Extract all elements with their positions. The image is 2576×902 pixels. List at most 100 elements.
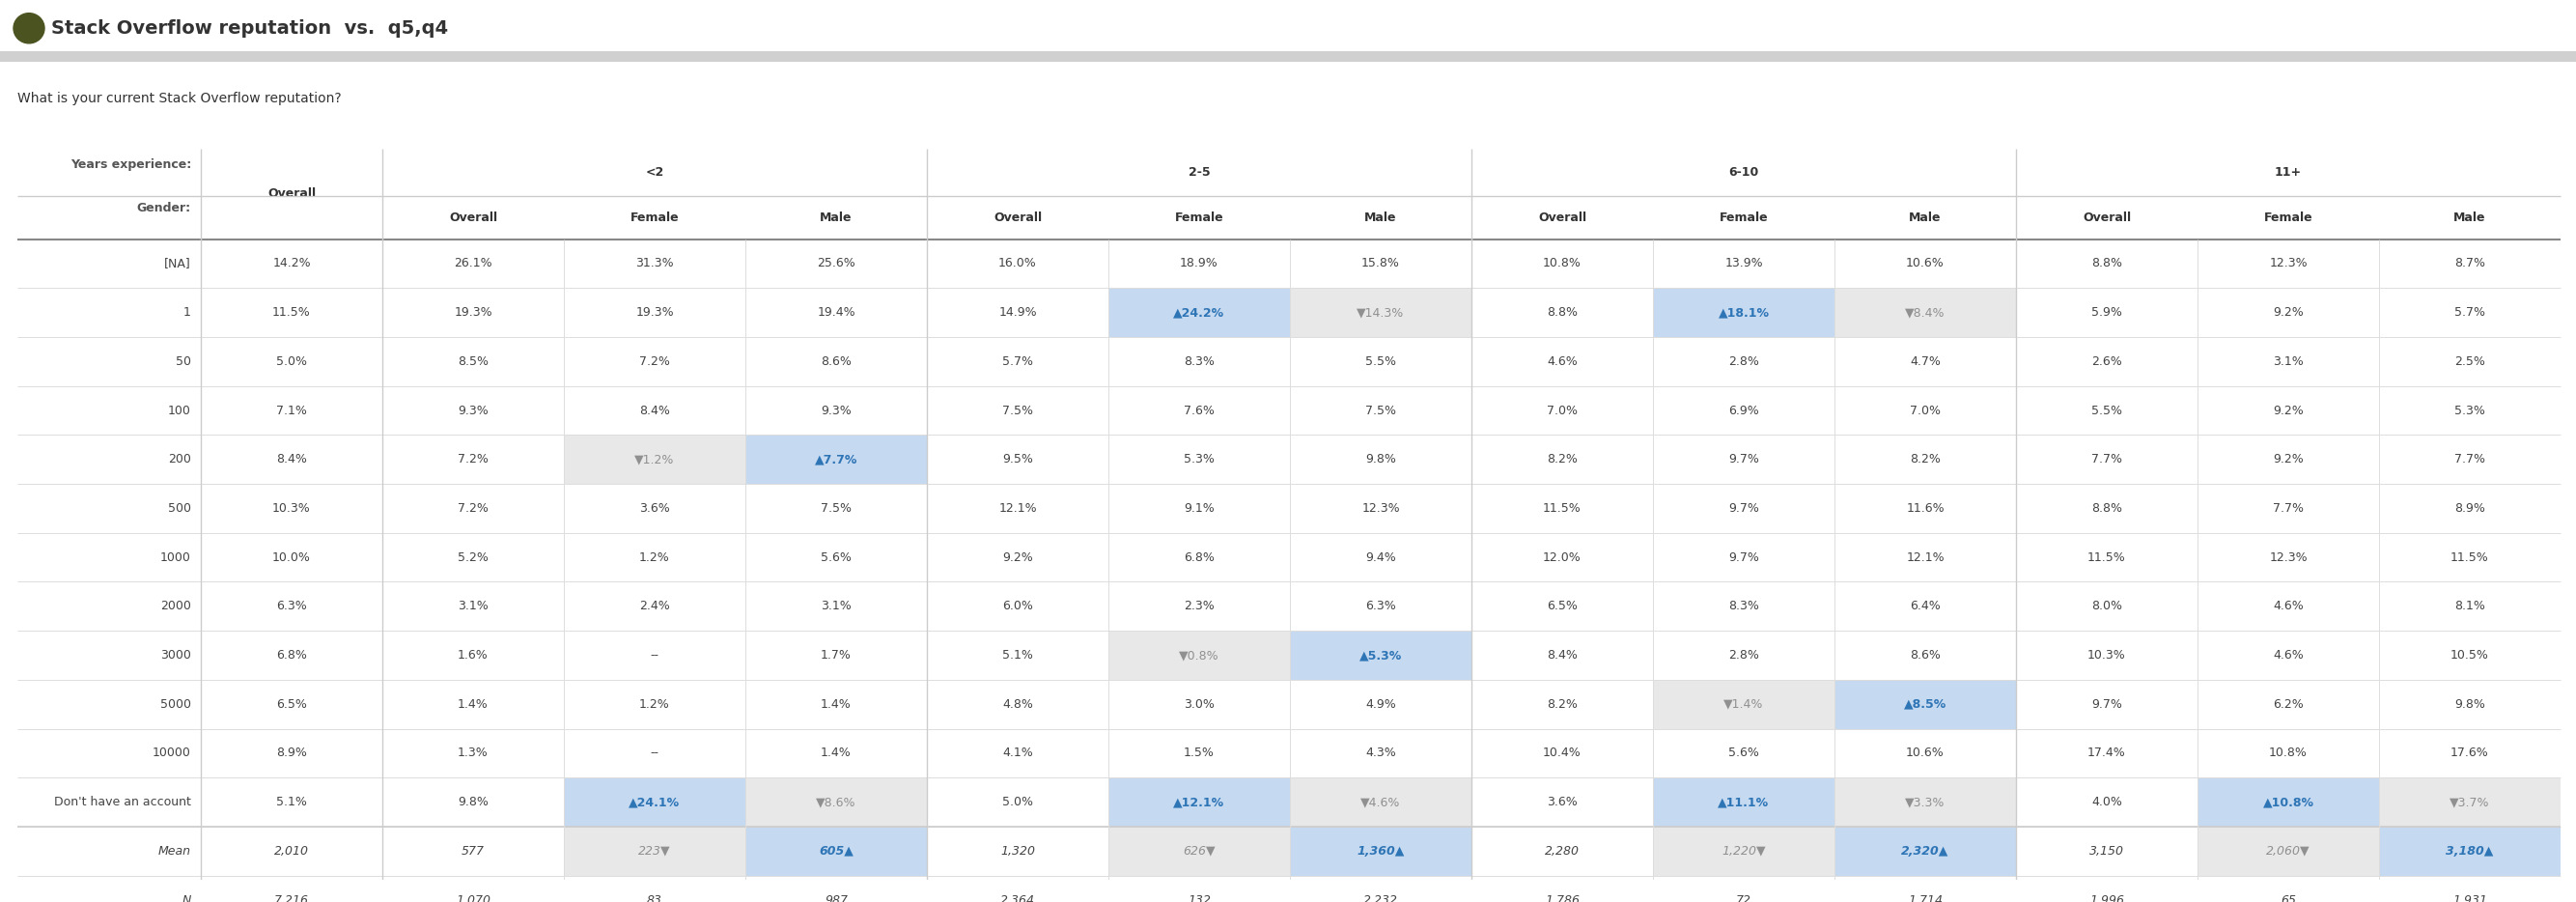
Text: ▲18.1%: ▲18.1% [1718, 307, 1770, 318]
Text: 1.6%: 1.6% [459, 649, 489, 661]
Text: Overall: Overall [448, 211, 497, 224]
Text: 2.5%: 2.5% [2455, 355, 2486, 368]
Text: 9.2%: 9.2% [2272, 453, 2303, 465]
Text: 1.4%: 1.4% [822, 698, 853, 711]
Text: 6.2%: 6.2% [2272, 698, 2303, 711]
Text: 6.8%: 6.8% [276, 649, 307, 661]
Bar [2380, 826, 2561, 876]
Text: 5.5%: 5.5% [2092, 404, 2123, 417]
Text: 1,714: 1,714 [1909, 894, 1942, 902]
Text: 1000: 1000 [160, 551, 191, 564]
Text: ▼8.4%: ▼8.4% [1906, 307, 1945, 318]
Text: 4.3%: 4.3% [1365, 747, 1396, 759]
Text: 8.2%: 8.2% [1546, 698, 1577, 711]
Text: 6-10: 6-10 [1728, 166, 1759, 179]
Text: 1.4%: 1.4% [822, 747, 853, 759]
Text: 12.1%: 12.1% [999, 502, 1036, 515]
Text: 5.5%: 5.5% [1365, 355, 1396, 368]
Text: 8.3%: 8.3% [1728, 600, 1759, 612]
Text: 7.7%: 7.7% [2272, 502, 2303, 515]
Text: 5.1%: 5.1% [1002, 649, 1033, 661]
Bar [1108, 288, 1291, 337]
Text: --: -- [649, 747, 659, 759]
Text: 7.7%: 7.7% [2092, 453, 2123, 465]
Text: 2.4%: 2.4% [639, 600, 670, 612]
Text: Overall: Overall [2081, 211, 2130, 224]
Bar [1834, 680, 2017, 729]
Text: 2,232: 2,232 [1363, 894, 1399, 902]
Text: Male: Male [1909, 211, 1942, 224]
Text: 7.1%: 7.1% [276, 404, 307, 417]
Text: 7.5%: 7.5% [1002, 404, 1033, 417]
Text: 3.6%: 3.6% [1546, 796, 1577, 808]
Text: 10000: 10000 [152, 747, 191, 759]
Bar [1291, 630, 1471, 680]
Text: Male: Male [819, 211, 853, 224]
Text: 223▼: 223▼ [639, 845, 670, 858]
Bar [1834, 288, 2017, 337]
Text: Stack Overflow reputation  vs.  q5,q4: Stack Overflow reputation vs. q5,q4 [52, 19, 448, 37]
Text: 7,216: 7,216 [273, 894, 309, 902]
Text: 2.8%: 2.8% [1728, 649, 1759, 661]
Text: 10.5%: 10.5% [2450, 649, 2488, 661]
Text: 100: 100 [167, 404, 191, 417]
Text: 8.2%: 8.2% [1909, 453, 1940, 465]
Text: 10.8%: 10.8% [2269, 747, 2308, 759]
Text: <2: <2 [647, 166, 665, 179]
Text: 5.0%: 5.0% [276, 355, 307, 368]
Bar [1108, 826, 1291, 876]
Text: Male: Male [1365, 211, 1396, 224]
Text: 132: 132 [1188, 894, 1211, 902]
Text: 10.3%: 10.3% [2087, 649, 2125, 661]
Text: 8.8%: 8.8% [2092, 502, 2123, 515]
Text: 605▲: 605▲ [819, 845, 853, 858]
Text: 9.7%: 9.7% [1728, 453, 1759, 465]
Text: 1.7%: 1.7% [822, 649, 853, 661]
Text: 8.9%: 8.9% [2455, 502, 2486, 515]
Text: 8.8%: 8.8% [1546, 307, 1577, 318]
Text: ▲7.7%: ▲7.7% [814, 453, 858, 465]
Text: 5.0%: 5.0% [1002, 796, 1033, 808]
Text: 1: 1 [183, 307, 191, 318]
Text: 3,150: 3,150 [2089, 845, 2125, 858]
Text: 7.2%: 7.2% [459, 502, 489, 515]
Text: ▼1.2%: ▼1.2% [634, 453, 675, 465]
Text: 9.3%: 9.3% [822, 404, 853, 417]
Text: 9.8%: 9.8% [459, 796, 489, 808]
Text: [NA]: [NA] [165, 257, 191, 270]
Text: ▼3.3%: ▼3.3% [1906, 796, 1945, 808]
Text: 7.5%: 7.5% [822, 502, 853, 515]
Text: 4.6%: 4.6% [2272, 600, 2303, 612]
Text: ▼4.6%: ▼4.6% [1360, 796, 1401, 808]
Text: 14.9%: 14.9% [999, 307, 1036, 318]
Text: 7.2%: 7.2% [639, 355, 670, 368]
Text: Gender:: Gender: [137, 201, 191, 214]
Text: 5.6%: 5.6% [822, 551, 853, 564]
Text: 6.3%: 6.3% [276, 600, 307, 612]
Text: ▼0.8%: ▼0.8% [1180, 649, 1218, 661]
Text: ▼8.6%: ▼8.6% [817, 796, 855, 808]
Bar [2197, 826, 2380, 876]
Text: ▲5.3%: ▲5.3% [1360, 649, 1401, 661]
Text: 3.0%: 3.0% [1185, 698, 1213, 711]
Text: 83: 83 [647, 894, 662, 902]
Text: 8.4%: 8.4% [639, 404, 670, 417]
Text: 11.5%: 11.5% [2087, 551, 2125, 564]
Text: 3000: 3000 [160, 649, 191, 661]
Text: 1.2%: 1.2% [639, 698, 670, 711]
Text: 626▼: 626▼ [1182, 845, 1216, 858]
Text: 8.5%: 8.5% [459, 355, 489, 368]
Text: 17.4%: 17.4% [2087, 747, 2125, 759]
Text: Overall: Overall [994, 211, 1041, 224]
Text: 14.2%: 14.2% [273, 257, 312, 270]
Text: 13.9%: 13.9% [1723, 257, 1762, 270]
Text: 11.6%: 11.6% [1906, 502, 1945, 515]
Text: 577: 577 [461, 845, 484, 858]
Text: 1,931: 1,931 [2452, 894, 2488, 902]
Text: 5.3%: 5.3% [2455, 404, 2486, 417]
Text: 5.2%: 5.2% [459, 551, 489, 564]
Text: 19.3%: 19.3% [453, 307, 492, 318]
Text: 5.7%: 5.7% [2455, 307, 2486, 318]
Text: 8.6%: 8.6% [822, 355, 853, 368]
Text: 500: 500 [167, 502, 191, 515]
